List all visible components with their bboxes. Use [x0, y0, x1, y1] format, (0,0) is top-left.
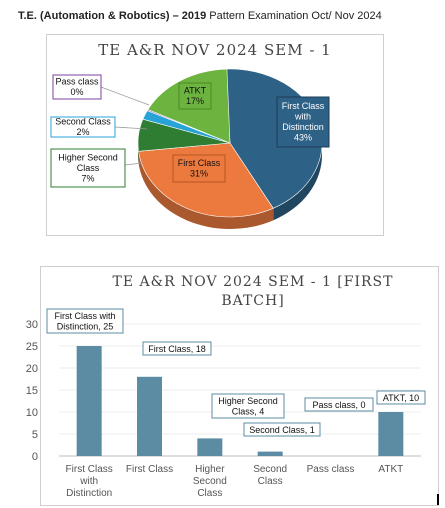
bar-data-label-0-0: First Class with [54, 311, 115, 321]
pie-label-box-1 [172, 154, 226, 183]
pie-data-label-0-3: 43% [294, 133, 312, 143]
pie-data-label-0-2: Distinction [282, 122, 324, 132]
pie-chart-panel: TE A&R NOV 2024 SEM - 1 First Class with D… [46, 34, 384, 236]
pie-data-label-0-0: First Class [282, 101, 325, 111]
bar-data-label-2-1: Class, 4 [232, 407, 265, 417]
bar-data-label-1-0: First Class, 18 [148, 344, 206, 354]
x-tick-label-0-1: with [79, 476, 98, 487]
y-tick-label-30: 30 [26, 319, 38, 331]
bar-3 [257, 451, 283, 456]
pie-label-box-0 [276, 96, 330, 148]
pie-leader-line-2 [124, 162, 144, 166]
pie-data-label-0-1: with [294, 112, 311, 122]
pie-data-label-4-0: Pass class [55, 77, 99, 87]
bar-label-box-0 [46, 308, 124, 334]
pie-data-label-5-1: 17% [186, 96, 204, 106]
y-tick-label-25: 25 [26, 341, 38, 353]
x-tick-label-2-0: Higher [195, 464, 225, 475]
pie-data-label-3-0: Second Class [55, 117, 111, 127]
x-tick-label-0-2: Distinction [66, 488, 112, 499]
x-tick-label-3-0: Second [253, 464, 287, 475]
pie-label-box-4 [52, 74, 102, 100]
bar-0 [76, 346, 102, 456]
pie-data-label-2-0: Higher Second [58, 152, 118, 162]
y-tick-label-5: 5 [32, 429, 38, 441]
x-tick-label-1-0: First Class [126, 464, 173, 475]
bar-data-label-2-0: Higher Second [218, 396, 278, 406]
y-tick-label-10: 10 [26, 407, 38, 419]
pie-data-label-2-1: Class [77, 163, 100, 173]
bar-label-box-2 [211, 393, 285, 419]
y-tick-label-0: 0 [32, 451, 38, 463]
bar-label-box-1 [142, 341, 212, 356]
pie-side-1 [138, 151, 274, 230]
pie-label-box-2 [50, 148, 126, 188]
bar-chart: TE A&R NOV 2024 SEM - 1 [FIRST BATCH] 0 5… [26, 274, 426, 499]
pie-label-box-3 [50, 116, 116, 138]
bar-chart-panel: TE A&R NOV 2024 SEM - 1 [FIRST BATCH] 0 5… [26, 266, 439, 506]
bar-2 [197, 438, 223, 456]
x-tick-label-2-2: Class [197, 488, 222, 499]
pie-chart-title: TE A&R NOV 2024 SEM - 1 [98, 41, 331, 59]
bar-data-label-3-0: Second Class, 1 [249, 425, 315, 435]
y-tick-label-20: 20 [26, 363, 38, 375]
pie-chart: TE A&R NOV 2024 SEM - 1 First ClasswithD… [50, 41, 331, 230]
pie-data-label-4-1: 0% [70, 87, 83, 97]
bar-5 [378, 412, 404, 456]
bar-chart-title-line2: BATCH] [221, 293, 284, 309]
pie-data-label-1-0: First Class [178, 158, 221, 168]
bar-label-box-5 [376, 390, 426, 405]
pie-data-label-5-0: ATKT [184, 86, 207, 96]
pie-leader-line-4 [100, 86, 150, 106]
bar-data-label-4-0: Pass class, 0 [312, 400, 365, 410]
pie-data-label-3-1: 2% [76, 127, 89, 137]
pie-label-box-5 [178, 82, 212, 110]
bar-label-box-4 [304, 397, 374, 412]
y-tick-label-15: 15 [26, 385, 38, 397]
bar-1 [137, 376, 162, 456]
heading-rest: Pattern Examination Oct/ Nov 2024 [206, 10, 382, 22]
bar-chart-title-line1: TE A&R NOV 2024 SEM - 1 [FIRST [112, 274, 393, 290]
x-tick-label-3-1: Class [258, 476, 283, 487]
text-cursor [437, 494, 439, 505]
bar-data-label-0-1: Distinction, 25 [57, 322, 114, 332]
x-tick-label-5-0: ATKT [378, 464, 403, 475]
pie-data-label-1-1: 31% [190, 169, 208, 179]
heading-bold: T.E. (Automation & Robotics) – 2019 [18, 10, 207, 22]
x-tick-label-0-0: First Class [66, 464, 113, 475]
pie-data-label-2-2: 7% [81, 173, 94, 183]
x-tick-label-2-1: Second [193, 476, 227, 487]
pie-leader-line-3 [114, 126, 148, 130]
pie-side-0 [273, 143, 322, 221]
bar-label-box-3 [243, 422, 321, 437]
bar-data-label-5-0: ATKT, 10 [383, 393, 419, 403]
report-heading: T.E. (Automation & Robotics) – 2019 Patt… [18, 10, 382, 22]
x-tick-label-4-0: Pass class [307, 464, 355, 475]
